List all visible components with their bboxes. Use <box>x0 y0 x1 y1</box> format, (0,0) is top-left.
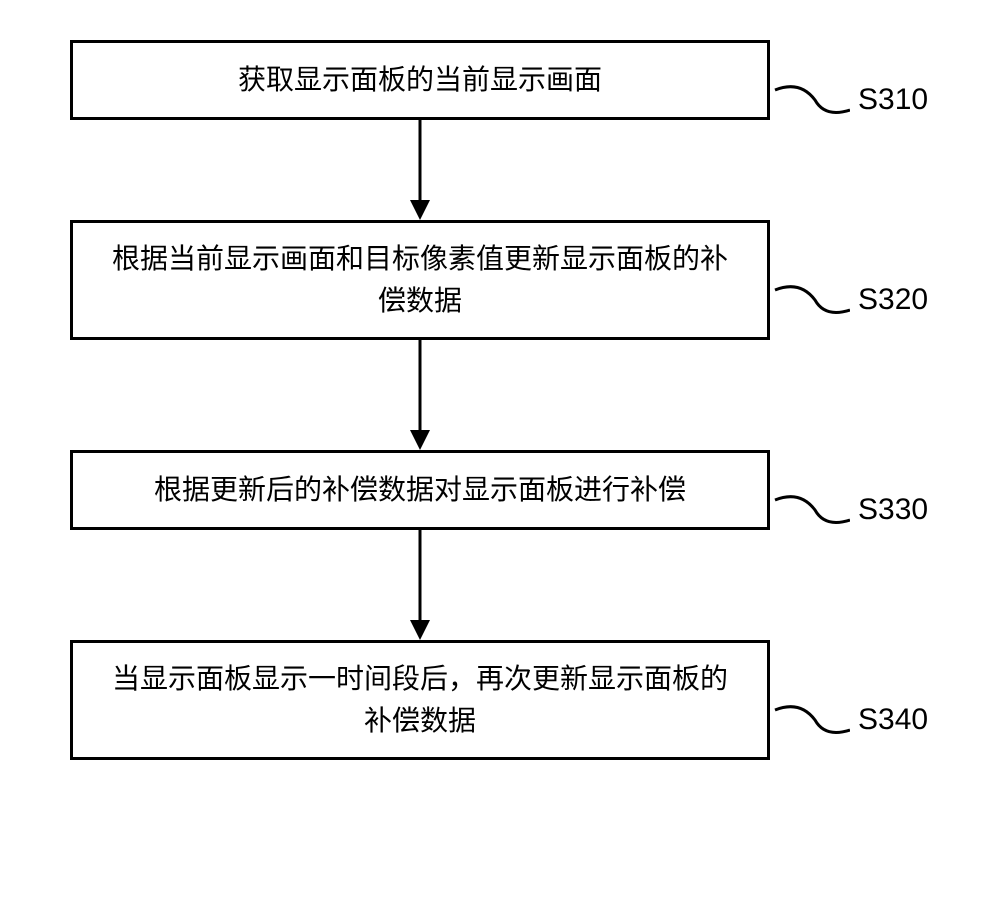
arrow-container <box>70 530 770 640</box>
step-box-s330: 根据更新后的补偿数据对显示面板进行补偿 <box>70 450 770 530</box>
step-label: S320 <box>858 283 928 317</box>
flowchart-container: 获取显示面板的当前显示画面 S310 根据当前显示画面和目标像素值更新显示面板的… <box>70 40 850 760</box>
step-text: 当显示面板显示一时间段后，再次更新显示面板的补偿数据 <box>103 658 737 742</box>
connector-curve-icon <box>770 280 850 320</box>
connector-curve-icon <box>770 700 850 740</box>
arrow-container <box>70 340 770 450</box>
step-text: 根据当前显示画面和目标像素值更新显示面板的补偿数据 <box>103 238 737 322</box>
step-box-s320: 根据当前显示画面和目标像素值更新显示面板的补偿数据 <box>70 220 770 340</box>
connector-curve-icon <box>770 490 850 530</box>
step-text: 获取显示面板的当前显示画面 <box>238 59 602 101</box>
arrow-down-icon <box>400 120 440 220</box>
step-box-s340: 当显示面板显示一时间段后，再次更新显示面板的补偿数据 <box>70 640 770 760</box>
step-label: S310 <box>858 83 928 117</box>
step-label: S330 <box>858 493 928 527</box>
step-text: 根据更新后的补偿数据对显示面板进行补偿 <box>154 469 686 511</box>
step-label-container-s340: S340 <box>770 700 928 740</box>
step-label-container-s310: S310 <box>770 80 928 120</box>
connector-curve-icon <box>770 80 850 120</box>
step-label-container-s330: S330 <box>770 490 928 530</box>
step-label: S340 <box>858 703 928 737</box>
step-label-container-s320: S320 <box>770 280 928 320</box>
step-box-s310: 获取显示面板的当前显示画面 <box>70 40 770 120</box>
arrow-down-icon <box>400 340 440 450</box>
arrow-container <box>70 120 770 220</box>
arrow-down-icon <box>400 530 440 640</box>
